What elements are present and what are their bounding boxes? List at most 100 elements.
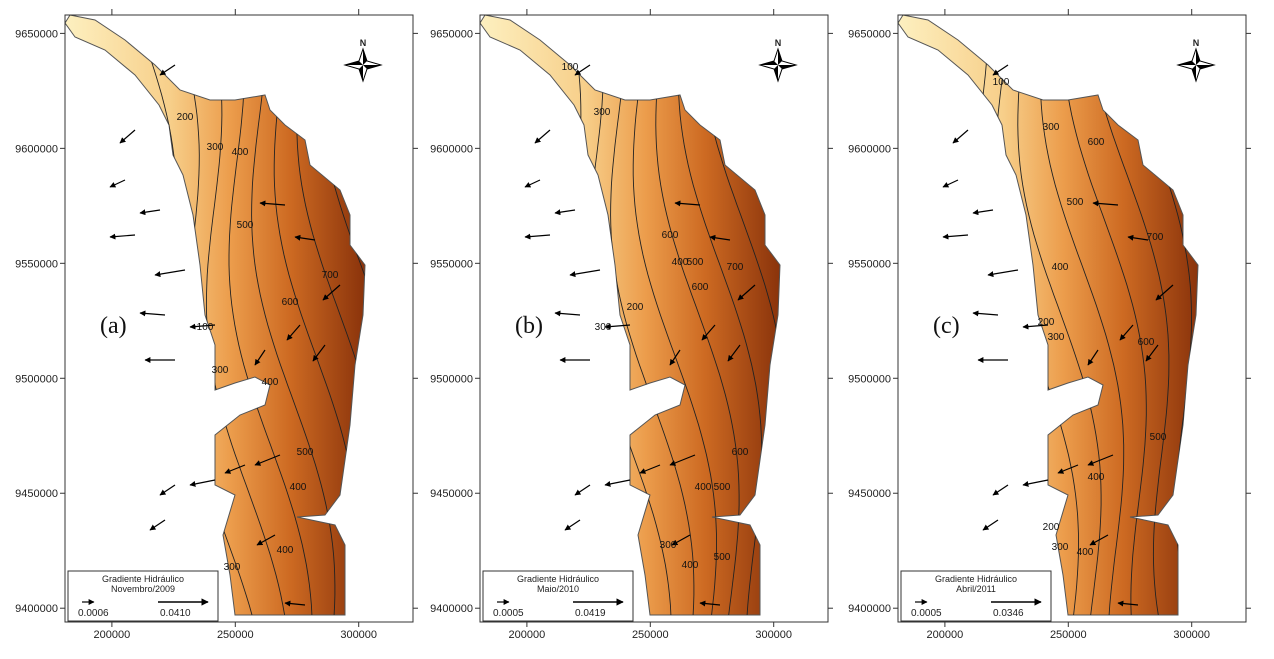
- panel-label: (b): [515, 313, 543, 339]
- contour-label: 600: [282, 297, 299, 308]
- contour-label: 100: [197, 322, 214, 333]
- contour-label: 600: [662, 230, 679, 241]
- flow-arrow: [973, 313, 998, 315]
- flow-arrow: [565, 520, 580, 530]
- contour-label: 700: [1147, 232, 1164, 243]
- y-tick-label: 9550000: [430, 258, 473, 270]
- map-panel: 1003006005004007006002003006004005003004…: [430, 9, 833, 641]
- flow-arrow: [983, 520, 998, 530]
- flow-arrow: [605, 480, 630, 485]
- flow-arrow: [555, 313, 580, 315]
- contour-label: 500: [714, 552, 731, 563]
- flow-arrow: [943, 235, 968, 237]
- contour-label: 300: [1043, 122, 1060, 133]
- contour-label: 400: [290, 482, 307, 493]
- flow-arrow: [988, 270, 1018, 275]
- contour-label: 400: [277, 545, 294, 556]
- x-tick-label: 300000: [340, 629, 377, 641]
- flow-arrow: [140, 210, 160, 213]
- flow-arrow: [120, 130, 135, 143]
- flow-arrow: [575, 485, 590, 495]
- contour-label: 400: [695, 482, 712, 493]
- x-tick-label: 300000: [1173, 629, 1210, 641]
- legend-max: 0.0410: [160, 608, 191, 619]
- contour-label: 300: [595, 322, 612, 333]
- contour-label: 400: [232, 147, 249, 158]
- flow-arrow: [525, 235, 550, 237]
- contour-label: 500: [1150, 432, 1167, 443]
- flow-arrow: [1023, 480, 1048, 485]
- y-tick-label: 9400000: [848, 603, 891, 615]
- north-label: N: [1193, 38, 1200, 48]
- flow-arrow: [160, 485, 175, 495]
- x-tick-label: 200000: [509, 629, 546, 641]
- contour-label: 300: [212, 365, 229, 376]
- legend-min: 0.0005: [493, 608, 524, 619]
- flow-arrow: [140, 313, 165, 315]
- flow-arrow: [570, 270, 600, 275]
- north-arrow: N: [760, 38, 796, 81]
- contour-label: 700: [727, 262, 744, 273]
- legend-period: Novembro/2009: [111, 584, 175, 594]
- legend-period: Abril/2011: [956, 584, 996, 594]
- flow-arrow: [110, 235, 135, 237]
- flow-arrow: [993, 485, 1008, 495]
- contour-label: 600: [1088, 137, 1105, 148]
- x-tick-label: 300000: [755, 629, 792, 641]
- contour-label: 500: [687, 257, 704, 268]
- y-tick-label: 9500000: [430, 373, 473, 385]
- contour-label: 300: [594, 107, 611, 118]
- x-tick-label: 250000: [217, 629, 254, 641]
- contour-label: 500: [1067, 197, 1084, 208]
- panel-label: (c): [933, 313, 960, 339]
- north-arrow: N: [1178, 38, 1214, 81]
- y-tick-label: 9600000: [15, 143, 58, 155]
- legend-min: 0.0005: [911, 608, 942, 619]
- flow-arrow: [943, 180, 958, 187]
- contour-label: 400: [1088, 472, 1105, 483]
- contour-label: 200: [1038, 317, 1055, 328]
- y-tick-label: 9450000: [430, 488, 473, 500]
- flow-arrow: [973, 210, 993, 213]
- contour-label: 500: [714, 482, 731, 493]
- legend-title: Gradiente Hidráulico: [102, 574, 184, 584]
- north-arrow: N: [345, 38, 381, 81]
- contour-label: 500: [297, 447, 314, 458]
- contour-label: 600: [732, 447, 749, 458]
- flow-arrow: [150, 520, 165, 530]
- legend-min: 0.0006: [78, 608, 109, 619]
- flow-arrow: [525, 180, 540, 187]
- contour-label: 200: [1043, 522, 1060, 533]
- contour-label: 100: [562, 62, 579, 73]
- contour-label: 400: [1052, 262, 1069, 273]
- flow-arrow: [535, 130, 550, 143]
- contour-label: 600: [1138, 337, 1155, 348]
- y-tick-label: 9400000: [15, 603, 58, 615]
- y-tick-label: 9650000: [430, 28, 473, 40]
- north-label: N: [360, 38, 367, 48]
- contour-label: 300: [207, 142, 224, 153]
- flow-arrow: [190, 480, 215, 485]
- x-tick-label: 200000: [94, 629, 131, 641]
- contour-label: 200: [177, 112, 194, 123]
- contour-label: 400: [262, 377, 279, 388]
- y-tick-label: 9500000: [15, 373, 58, 385]
- y-tick-label: 9600000: [430, 143, 473, 155]
- x-tick-label: 200000: [927, 629, 964, 641]
- y-tick-label: 9600000: [848, 143, 891, 155]
- x-tick-label: 250000: [1050, 629, 1087, 641]
- flow-arrow: [110, 180, 125, 187]
- legend-max: 0.0346: [993, 608, 1024, 619]
- flow-arrow: [993, 65, 1008, 75]
- y-tick-label: 9450000: [848, 488, 891, 500]
- north-label: N: [775, 38, 782, 48]
- contour-label: 200: [627, 302, 644, 313]
- flow-arrow: [555, 210, 575, 213]
- contour-label: 100: [993, 77, 1010, 88]
- flow-arrow: [160, 65, 175, 75]
- contour-label: 300: [660, 540, 677, 551]
- flow-arrow: [155, 270, 185, 275]
